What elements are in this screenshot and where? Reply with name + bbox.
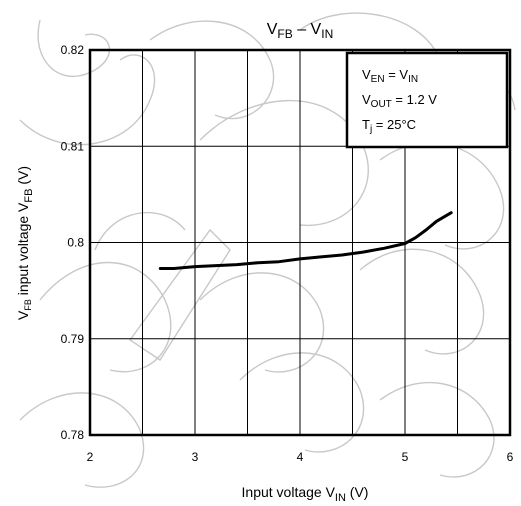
y-tick-label: 0.8 — [67, 236, 84, 250]
x-tick-label: 2 — [87, 450, 94, 464]
tick-labels: 2 3 4 5 6 0.78 0.79 0.8 0.81 0.82 — [61, 43, 514, 464]
y-tick-label: 0.78 — [61, 428, 85, 442]
plot-frame — [88, 48, 512, 437]
y-tick-label: 0.81 — [61, 139, 85, 153]
legend-box — [345, 51, 509, 149]
y-axis-label: VFB input voltage VFB (V) — [15, 166, 35, 320]
vfb-series-line — [158, 211, 453, 270]
y-tick-label: 0.82 — [61, 43, 85, 57]
chart-title: VFB – VIN — [267, 21, 333, 41]
condition-en: VEN = VIN — [362, 67, 418, 85]
x-tick-label: 5 — [402, 450, 409, 464]
x-tick-label: 3 — [192, 450, 199, 464]
x-tick-label: 6 — [507, 450, 514, 464]
y-tick-label: 0.79 — [61, 332, 85, 346]
condition-tj: Tj = 25°C — [362, 117, 416, 135]
condition-vout: VOUT = 1.2 V — [362, 92, 437, 110]
conditions-legend: VEN = VIN VOUT = 1.2 V Tj = 25°C — [345, 51, 509, 149]
x-axis-label: Input voltage VIN (V) — [242, 484, 369, 504]
x-tick-label: 4 — [297, 450, 304, 464]
series-layer — [158, 211, 453, 270]
